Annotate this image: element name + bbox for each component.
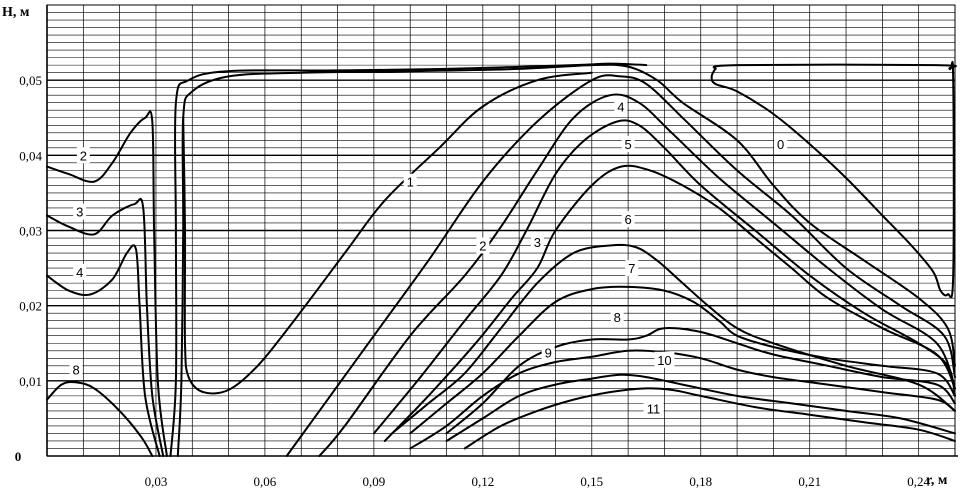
contour-label-bg xyxy=(76,147,90,164)
contour-label-bg xyxy=(69,361,83,378)
contour-label-bg xyxy=(541,344,555,361)
contour-line xyxy=(372,119,956,435)
x-tick-label: 0,24 xyxy=(907,474,930,489)
contour-label-bg xyxy=(625,260,639,277)
contour-label-bg xyxy=(73,203,87,220)
contour-label-bg xyxy=(610,308,624,325)
contour-lines xyxy=(46,61,957,457)
x-tick-label: 0,18 xyxy=(689,474,712,489)
contour-line xyxy=(710,61,957,299)
y-tick-label: 0,01 xyxy=(19,374,42,389)
contour-label: 1 xyxy=(407,175,414,190)
contour-line xyxy=(46,197,165,457)
contour-line xyxy=(445,373,956,442)
y-tick-label: 0,03 xyxy=(19,224,42,239)
contour-label: 6 xyxy=(625,212,632,227)
contour-label-bg xyxy=(774,136,788,153)
y-tick-label: 0,05 xyxy=(19,73,42,88)
contour-label-bg xyxy=(614,98,628,115)
contour-label: 3 xyxy=(76,205,83,220)
contour-line xyxy=(285,74,956,457)
contour-line xyxy=(169,62,648,457)
contour-line xyxy=(46,380,154,457)
contour-line xyxy=(46,110,168,457)
contour-label-bg xyxy=(621,211,635,228)
contour-label: 9 xyxy=(545,345,552,360)
x-tick-label: 0,09 xyxy=(363,474,386,489)
contour-label: 11 xyxy=(647,402,661,417)
contour-label-bg xyxy=(654,351,675,368)
contour-line xyxy=(409,285,956,435)
contour-labels: 0 1 2 2 3 3 4 4 5 6 7 8 8 9 10 11 xyxy=(69,98,788,417)
x-axis-label: r, м xyxy=(926,473,948,488)
contour-line xyxy=(445,327,956,435)
y-tick-label: 0 xyxy=(15,449,22,464)
contour-label: 4 xyxy=(76,265,83,280)
y-axis-label: H, м xyxy=(2,5,30,20)
contour-label-bg xyxy=(476,237,490,254)
x-tick-label: 0,06 xyxy=(254,474,277,489)
y-tick-label: 0,04 xyxy=(19,148,42,163)
contour-label: 2 xyxy=(80,148,87,163)
contour-label: 10 xyxy=(657,353,671,368)
contour-line xyxy=(46,244,161,457)
contour-label: 4 xyxy=(617,99,624,114)
contour-label-bg xyxy=(73,263,87,280)
contour-label-bg xyxy=(621,136,635,153)
x-tick-label: 0,03 xyxy=(145,474,168,489)
contour-line xyxy=(383,164,956,442)
contour-label-bg xyxy=(643,400,664,417)
contour-label: 5 xyxy=(625,137,632,152)
y-tick-label: 0,02 xyxy=(19,299,42,314)
contour-label: 8 xyxy=(72,363,79,378)
contour-label: 2 xyxy=(479,239,486,254)
contour-label: 7 xyxy=(628,261,635,276)
contour-label-bg xyxy=(403,173,417,190)
x-tick-label: 0,15 xyxy=(580,474,603,489)
x-tick-label: 0,12 xyxy=(471,474,494,489)
x-tick-label: 0,21 xyxy=(798,474,821,489)
contour-label-bg xyxy=(530,233,544,250)
contour-line xyxy=(318,93,956,457)
contour-label: 3 xyxy=(534,235,541,250)
contour-label: 0 xyxy=(777,137,784,152)
contour-line xyxy=(463,387,956,450)
contour-line xyxy=(391,243,956,435)
axis-ticks: 0,03 0,06 0,09 0,12 0,15 0,18 0,21 0,24 0 0,01 0,0… xyxy=(15,73,931,489)
contour-label: 8 xyxy=(614,310,621,325)
contour-line xyxy=(182,71,593,395)
